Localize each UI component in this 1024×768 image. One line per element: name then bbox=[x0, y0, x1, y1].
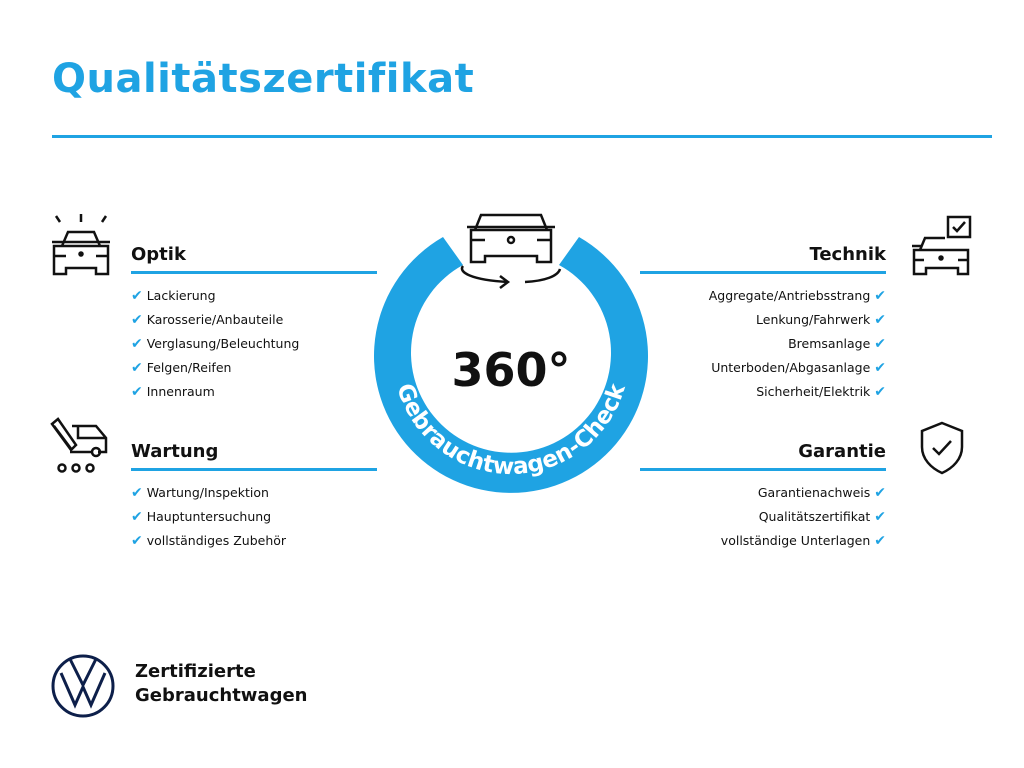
check-icon: ✔ bbox=[874, 336, 886, 352]
list-item: Aggregate/Antriebsstrang ✔ bbox=[708, 288, 886, 304]
check-icon: ✔ bbox=[874, 360, 886, 376]
section-garantie: Garantie Garantienachweis ✔ Qualitätszer… bbox=[640, 441, 886, 553]
check-icon: ✔ bbox=[131, 384, 143, 400]
section-heading: Wartung bbox=[131, 441, 377, 471]
page-title: Qualitätszertifikat bbox=[52, 56, 475, 102]
section-wartung: Wartung ✔ Wartung/Inspektion ✔ Hauptunte… bbox=[131, 441, 377, 553]
section-heading: Garantie bbox=[640, 441, 886, 471]
section-technik: Technik Aggregate/Antriebsstrang ✔ Lenku… bbox=[640, 244, 886, 404]
list-item: Bremsanlage ✔ bbox=[788, 336, 886, 352]
check-icon: ✔ bbox=[874, 485, 886, 501]
list-item: vollständige Unterlagen ✔ bbox=[720, 533, 886, 549]
brand-line-1: Zertifizierte bbox=[135, 661, 256, 682]
car-check-icon bbox=[912, 215, 972, 276]
list-item: ✔ Innenraum bbox=[131, 384, 215, 400]
brand-line-2: Gebrauchtwagen bbox=[135, 685, 308, 706]
check-icon: ✔ bbox=[874, 533, 886, 549]
service-van-icon bbox=[50, 417, 108, 473]
list-item: ✔ Verglasung/Beleuchtung bbox=[131, 336, 300, 352]
list-item: Unterboden/Abgasanlage ✔ bbox=[711, 360, 886, 376]
title-divider bbox=[52, 135, 992, 138]
vw-logo bbox=[51, 654, 115, 718]
check-icon: ✔ bbox=[131, 288, 143, 304]
check-icon: ✔ bbox=[131, 509, 143, 525]
check-icon: ✔ bbox=[874, 312, 886, 328]
list-item: ✔ Wartung/Inspektion bbox=[131, 485, 269, 501]
check-icon: ✔ bbox=[131, 533, 143, 549]
shield-check-icon bbox=[920, 421, 964, 475]
section-heading: Technik bbox=[640, 244, 886, 274]
list-item: Garantienachweis ✔ bbox=[757, 485, 886, 501]
check-icon: ✔ bbox=[131, 485, 143, 501]
ring bbox=[374, 237, 648, 493]
section-optik: Optik ✔ Lackierung ✔ Karosserie/Anbautei… bbox=[131, 244, 377, 404]
check-icon: ✔ bbox=[131, 312, 143, 328]
rotating-car-icon bbox=[460, 213, 562, 289]
list-item: Sicherheit/Elektrik ✔ bbox=[756, 384, 886, 400]
list-item: ✔ Lackierung bbox=[131, 288, 216, 304]
check-icon: ✔ bbox=[874, 384, 886, 400]
list-item: ✔ vollständiges Zubehör bbox=[131, 533, 287, 549]
brand-text: Zertifizierte Gebrauchtwagen bbox=[135, 660, 307, 708]
check-icon: ✔ bbox=[131, 360, 143, 376]
check-icon: ✔ bbox=[131, 336, 143, 352]
check-icon: ✔ bbox=[874, 509, 886, 525]
list-item: ✔ Hauptuntersuchung bbox=[131, 509, 272, 525]
list-item: Qualitätszertifikat ✔ bbox=[758, 509, 886, 525]
list-item: ✔ Felgen/Reifen bbox=[131, 360, 232, 376]
degree-number: 360° bbox=[451, 343, 570, 397]
360-check-badge: Gebrauchtwagen-Check 360° bbox=[374, 213, 648, 493]
list-item: ✔ Karosserie/Anbauteile bbox=[131, 312, 284, 328]
list-item: Lenkung/Fahrwerk ✔ bbox=[756, 312, 886, 328]
section-heading: Optik bbox=[131, 244, 377, 274]
car-light-icon bbox=[52, 214, 110, 276]
check-icon: ✔ bbox=[874, 288, 886, 304]
